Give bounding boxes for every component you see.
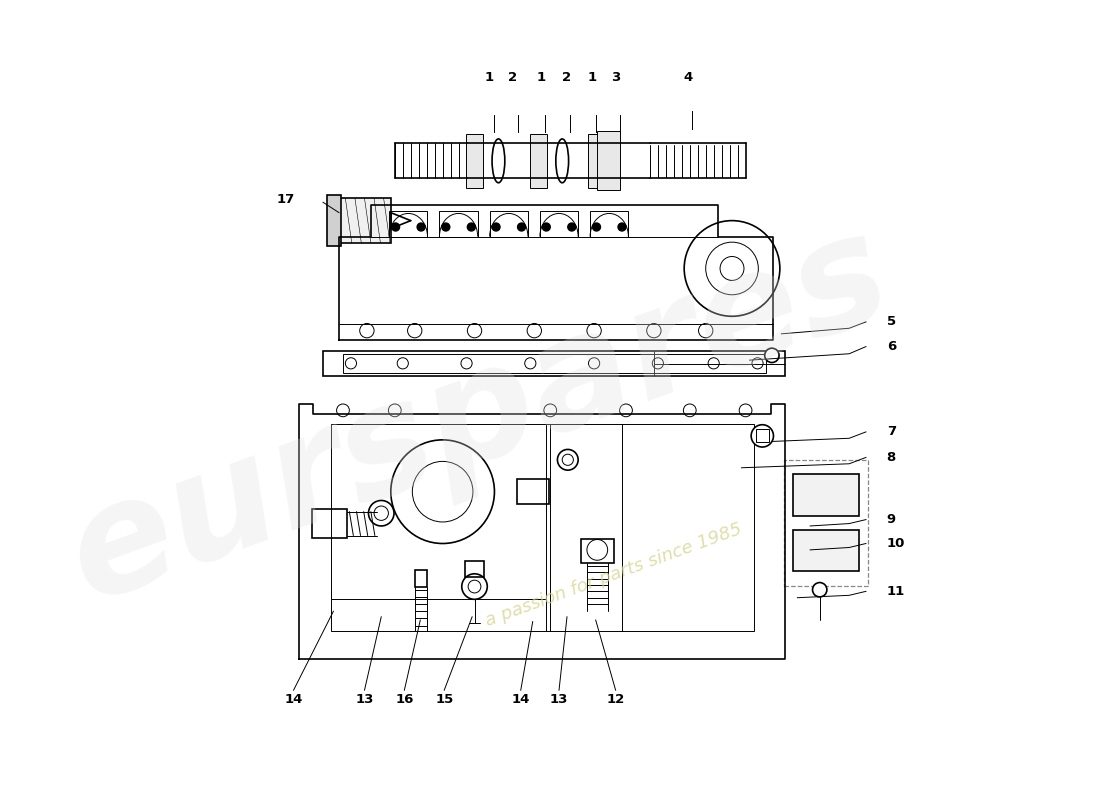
Text: 12: 12: [606, 694, 625, 706]
Text: 15: 15: [436, 694, 453, 706]
Bar: [465, 134, 483, 188]
Circle shape: [568, 223, 575, 231]
Bar: [793, 530, 859, 571]
Text: 2: 2: [562, 70, 571, 84]
Circle shape: [698, 323, 713, 338]
Bar: [389, 211, 428, 237]
Text: 9: 9: [887, 513, 895, 526]
Ellipse shape: [556, 139, 569, 182]
Circle shape: [708, 358, 719, 369]
Circle shape: [543, 404, 557, 417]
Circle shape: [468, 223, 475, 231]
Bar: [323, 350, 785, 376]
Circle shape: [468, 323, 482, 338]
Bar: [793, 474, 859, 515]
Text: 1: 1: [536, 70, 546, 84]
Text: 11: 11: [887, 585, 905, 598]
Circle shape: [407, 323, 422, 338]
Text: eurspares: eurspares: [48, 198, 909, 633]
Bar: [490, 211, 528, 237]
Circle shape: [525, 358, 536, 369]
Text: 14: 14: [285, 694, 303, 706]
Bar: [597, 131, 619, 190]
Circle shape: [417, 223, 425, 231]
Circle shape: [813, 582, 827, 597]
Circle shape: [588, 358, 600, 369]
Text: 17: 17: [276, 193, 295, 206]
Bar: [784, 460, 868, 586]
Circle shape: [752, 358, 763, 369]
Circle shape: [337, 404, 350, 417]
Bar: [540, 211, 579, 237]
Circle shape: [360, 323, 374, 338]
Circle shape: [492, 223, 500, 231]
Bar: [339, 198, 390, 243]
Text: 7: 7: [887, 426, 895, 438]
Text: 5: 5: [887, 315, 895, 328]
Circle shape: [345, 358, 356, 369]
Circle shape: [587, 323, 602, 338]
Text: 2: 2: [508, 70, 517, 84]
Circle shape: [619, 404, 632, 417]
Circle shape: [392, 223, 399, 231]
Text: 13: 13: [355, 694, 374, 706]
Circle shape: [739, 404, 752, 417]
Bar: [587, 134, 605, 188]
Circle shape: [388, 404, 401, 417]
Bar: [756, 430, 769, 442]
Circle shape: [518, 223, 526, 231]
Bar: [439, 211, 477, 237]
Bar: [331, 424, 754, 631]
Bar: [415, 570, 428, 587]
Text: 16: 16: [395, 694, 414, 706]
Ellipse shape: [492, 139, 505, 182]
Circle shape: [647, 323, 661, 338]
Text: 1: 1: [484, 70, 494, 84]
Bar: [312, 510, 346, 538]
Circle shape: [764, 348, 779, 362]
Circle shape: [442, 223, 450, 231]
Text: 10: 10: [887, 537, 905, 550]
Circle shape: [542, 223, 550, 231]
Bar: [465, 561, 484, 577]
Bar: [529, 134, 547, 188]
Circle shape: [618, 223, 626, 231]
Bar: [327, 195, 341, 246]
Circle shape: [397, 358, 408, 369]
Circle shape: [461, 358, 472, 369]
Text: 1: 1: [587, 70, 596, 84]
Circle shape: [527, 323, 541, 338]
Text: 4: 4: [683, 70, 693, 84]
Circle shape: [652, 358, 663, 369]
Text: 14: 14: [512, 694, 530, 706]
Circle shape: [683, 404, 696, 417]
Bar: [517, 479, 549, 505]
Bar: [590, 211, 628, 237]
Circle shape: [751, 425, 773, 447]
Bar: [581, 538, 614, 562]
Text: 6: 6: [887, 340, 895, 353]
Text: 13: 13: [550, 694, 569, 706]
Text: 8: 8: [887, 451, 895, 464]
Circle shape: [593, 223, 601, 231]
Text: 3: 3: [610, 70, 620, 84]
Bar: [343, 354, 766, 373]
Text: a passion for parts since 1985: a passion for parts since 1985: [483, 521, 745, 630]
